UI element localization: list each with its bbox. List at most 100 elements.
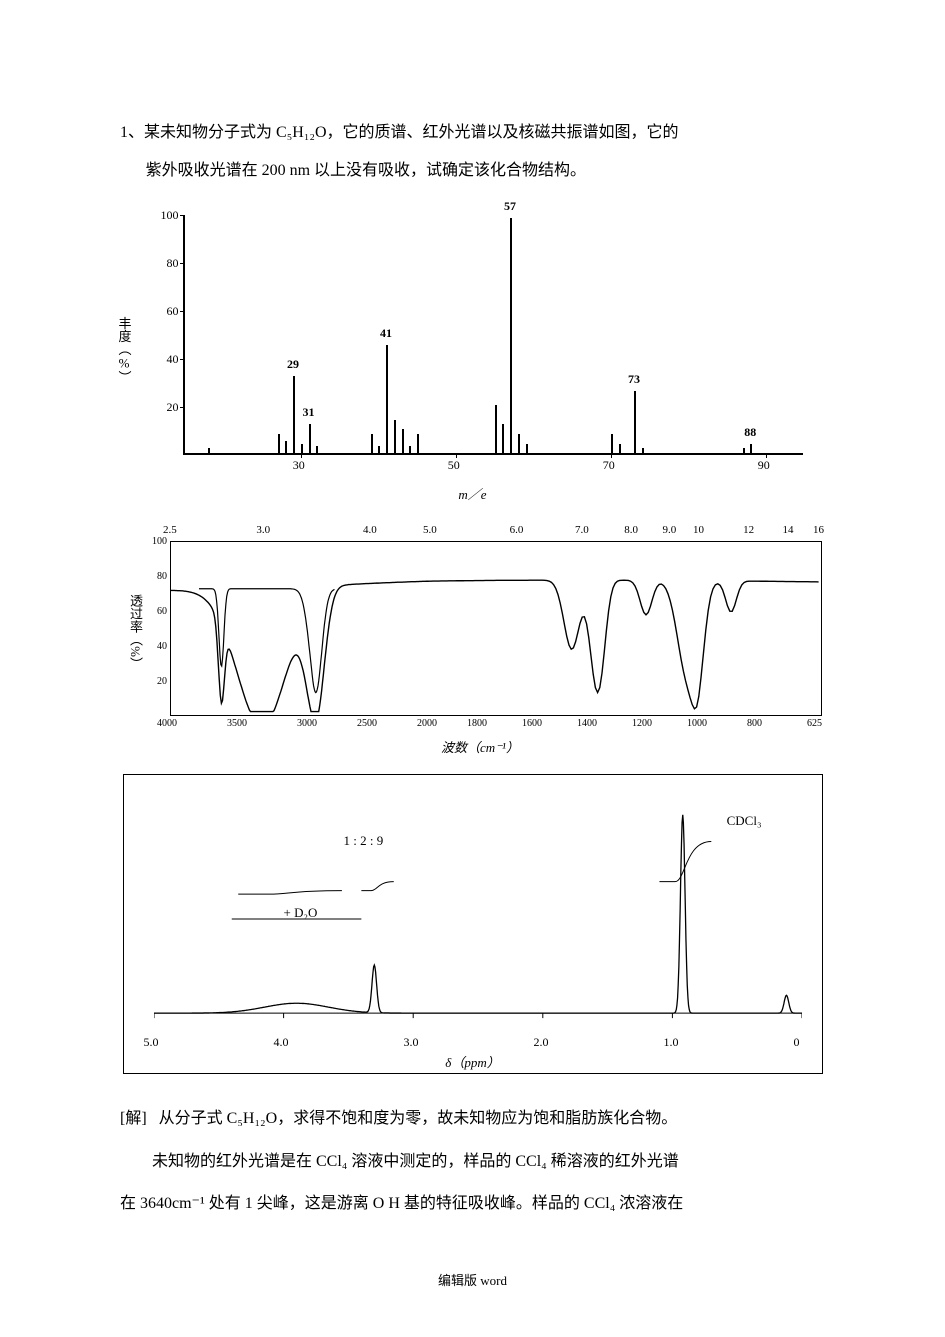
- ir-top-tick: 2.5: [163, 524, 177, 536]
- ir-bottom-tick: 1600: [522, 718, 542, 729]
- ms-peak-label: 29: [287, 357, 299, 372]
- ir-top-tick: 8.0: [624, 524, 638, 536]
- problem-text-2: 紫外吸收光谱在 200 nm 以上没有吸收，试确定该化合物结构。: [146, 162, 586, 179]
- nmr-x-tick: 2.0: [534, 1035, 549, 1050]
- solution-text-3: 在 3640cm⁻¹ 处有 1 尖峰，这是游离 O H 基的特征吸收峰。样品的 …: [120, 1195, 683, 1212]
- ms-x-tick: 90: [758, 458, 770, 473]
- ms-peak-bar: [301, 444, 303, 454]
- ir-bottom-tick: 4000: [157, 718, 177, 729]
- ms-peak-bar: [750, 444, 752, 454]
- nmr-x-tick: 0: [794, 1035, 800, 1050]
- ms-peak-bar: [495, 405, 497, 453]
- ir-bottom-tick: 1000: [687, 718, 707, 729]
- ms-peak-bar: [417, 434, 419, 453]
- ms-plot-area: 2040608010030507090293141577388: [183, 215, 803, 455]
- ms-peak-label: 73: [628, 372, 640, 387]
- ir-bottom-tick: 2000: [417, 718, 437, 729]
- ms-peak-bar: [619, 444, 621, 454]
- problem-line-2: 紫外吸收光谱在 200 nm 以上没有吸收，试确定该化合物结构。: [120, 158, 825, 184]
- ms-peak-bar: [634, 391, 636, 453]
- ms-y-tick-mark: [180, 263, 185, 264]
- problem-text-1: 某未知物分子式为 C₅H₁₂O，它的质谱、红外光谱以及核磁共振谱如图，它的: [144, 124, 679, 141]
- ms-x-tick-mark: [766, 453, 767, 458]
- solution-para-1: [解] 从分子式 C₅H₁₂O，求得不饱和度为零，故未知物应为饱和脂肪族化合物。: [120, 1100, 825, 1138]
- ir-spectrum-chart: 透过率（%） 2.53.04.05.06.07.08.09.0101214164…: [120, 519, 840, 754]
- ir-y-tick: 60: [157, 606, 167, 617]
- ir-top-tick: 6.0: [510, 524, 524, 536]
- ms-y-tick-mark: [180, 359, 185, 360]
- ms-peak-bar: [409, 446, 411, 453]
- ms-peak-bar: [394, 420, 396, 454]
- problem-line-1: 1、某未知物分子式为 C₅H₁₂O，它的质谱、红外光谱以及核磁共振谱如图，它的: [120, 120, 825, 146]
- ir-top-tick: 3.0: [256, 524, 270, 536]
- ms-peak-bar: [378, 446, 380, 453]
- nmr-x-tick: 4.0: [274, 1035, 289, 1050]
- solution-text-2: 未知物的红外光谱是在 CCl₄ 溶液中测定的，样品的 CCl₄ 稀溶液的红外光谱: [152, 1153, 679, 1170]
- ms-y-tick-mark: [180, 311, 185, 312]
- nmr-x-tick: 3.0: [404, 1035, 419, 1050]
- ms-x-tick-mark: [456, 453, 457, 458]
- solution-section: [解] 从分子式 C₅H₁₂O，求得不饱和度为零，故未知物应为饱和脂肪族化合物。…: [120, 1100, 825, 1223]
- ms-peak-bar: [208, 448, 210, 453]
- nmr-x-axis-label: δ（ppm）: [445, 1052, 499, 1071]
- ir-top-tick: 9.0: [662, 524, 676, 536]
- ir-trace-svg: [171, 542, 821, 715]
- ms-y-tick: 40: [167, 352, 179, 367]
- ir-top-tick: 16: [813, 524, 824, 536]
- solution-para-3: 在 3640cm⁻¹ 处有 1 尖峰，这是游离 O H 基的特征吸收峰。样品的 …: [120, 1185, 825, 1223]
- ms-peak-bar: [285, 441, 287, 453]
- ms-y-tick-mark: [180, 215, 185, 216]
- nmr-integral-step: [238, 891, 342, 895]
- ms-peak-bar: [502, 424, 504, 453]
- ir-bottom-tick: 2500: [357, 718, 377, 729]
- ms-x-tick-mark: [611, 453, 612, 458]
- nmr-plot-area: 5.04.03.02.01.00: [154, 795, 802, 1031]
- mass-spectrum-chart: 丰度（%） 2040608010030507090293141577388 m／…: [123, 195, 823, 505]
- nmr-spectrum-chart: CDCl₃ 1 : 2 : 9 + D₂O 5.04.03.02.01.00 δ…: [123, 774, 823, 1074]
- ir-bottom-tick: 1400: [577, 718, 597, 729]
- ms-x-tick: 30: [293, 458, 305, 473]
- ms-y-axis-label: 丰度（%）: [115, 317, 134, 384]
- ms-peak-bar: [386, 345, 388, 453]
- ir-top-tick: 7.0: [575, 524, 589, 536]
- ir-bottom-tick: 625: [807, 718, 822, 729]
- ms-peak-bar: [526, 444, 528, 454]
- ms-peak-bar: [316, 446, 318, 453]
- ms-peak-bar: [743, 448, 745, 453]
- ms-peak-bar: [402, 429, 404, 453]
- ms-x-tick: 50: [448, 458, 460, 473]
- ms-peak-bar: [293, 376, 295, 453]
- ir-y-axis-label: 透过率（%）: [126, 594, 145, 670]
- ir-y-tick: 40: [157, 641, 167, 652]
- ir-x-axis-label: 波数（cm⁻¹）: [441, 737, 519, 756]
- ir-top-tick: 5.0: [423, 524, 437, 536]
- ir-top-tick: 4.0: [363, 524, 377, 536]
- ir-y-tick: 80: [157, 571, 167, 582]
- ms-peak-bar: [278, 434, 280, 453]
- ms-peak-bar: [371, 434, 373, 453]
- ir-plot-area: 2.53.04.05.06.07.08.09.01012141640003500…: [170, 541, 822, 716]
- nmr-integral-step: [361, 882, 393, 891]
- ms-peak-label: 57: [504, 199, 516, 214]
- ir-top-tick: 12: [743, 524, 754, 536]
- solution-label: [解]: [120, 1110, 147, 1127]
- ms-x-tick-mark: [301, 453, 302, 458]
- ms-y-tick: 100: [161, 208, 179, 223]
- ir-bottom-tick: 3500: [227, 718, 247, 729]
- ms-y-tick: 20: [167, 400, 179, 415]
- ms-peak-bar: [642, 448, 644, 453]
- ir-top-tick: 10: [693, 524, 704, 536]
- page-footer: 编辑版 word: [0, 1270, 945, 1289]
- ir-trace-line: [171, 580, 819, 711]
- nmr-trace-svg: [154, 795, 802, 1031]
- solution-text-1: 从分子式 C₅H₁₂O，求得不饱和度为零，故未知物应为饱和脂肪族化合物。: [159, 1110, 678, 1127]
- ir-top-tick: 14: [782, 524, 793, 536]
- ms-peak-bar: [510, 218, 512, 453]
- ms-peak-bar: [518, 434, 520, 453]
- nmr-trace-line: [154, 815, 802, 1013]
- ms-peak-label: 88: [744, 425, 756, 440]
- ms-y-tick-mark: [180, 407, 185, 408]
- ir-bottom-tick: 1200: [632, 718, 652, 729]
- problem-number: 1、: [120, 124, 144, 141]
- ir-y-tick: 20: [157, 676, 167, 687]
